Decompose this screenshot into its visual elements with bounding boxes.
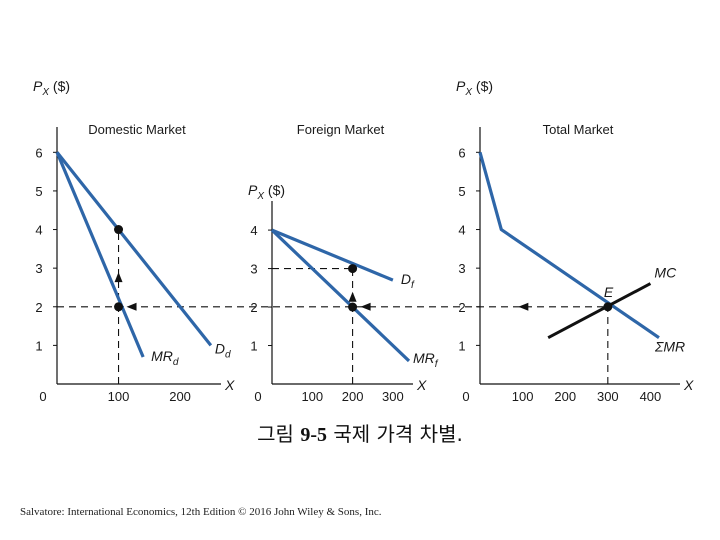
- label-mc: MC: [654, 265, 677, 281]
- foreign-x-axis-title: X: [416, 377, 427, 393]
- total-x-tick-label: 100: [512, 389, 534, 404]
- total-market-panel: PX ($) Total Market 1 2 3 4 5 6 0 100 200 300 400 X ΣM…: [456, 78, 694, 404]
- domestic-y-tick-label: 4: [35, 223, 42, 238]
- foreign-y-axis-title: PX ($): [248, 182, 285, 202]
- total-y-tick-label: 5: [458, 184, 465, 199]
- domestic-market-panel: PX ($) Domestic Market 1 2 3 4 5 6 0 100 200 X Dd MRd: [33, 78, 235, 404]
- domestic-equilibrium-point: [114, 225, 124, 235]
- domestic-x-axis-title: X: [224, 377, 235, 393]
- label-demand-foreign: Df: [401, 271, 415, 291]
- domestic-y-axis-title: PX ($): [33, 78, 70, 98]
- domestic-x-tick-label: 0: [39, 389, 46, 404]
- mr-curve-domestic: [55, 151, 145, 358]
- foreign-panel-title: Foreign Market: [297, 122, 385, 137]
- mc-curve: [547, 282, 652, 339]
- cross-panel-guides: [57, 302, 608, 311]
- foreign-x-tick-label: 100: [301, 389, 323, 404]
- domestic-y-tick-label: 2: [35, 300, 42, 315]
- total-panel-title: Total Market: [543, 122, 614, 137]
- total-y-tick-label: 1: [458, 338, 465, 353]
- caption-prefix: 그림: [257, 422, 294, 446]
- total-x-tick-label: 0: [462, 389, 469, 404]
- arrow-left-total: [518, 302, 529, 311]
- domestic-equilibrium-point: [114, 302, 124, 312]
- foreign-equilibrium-point: [348, 264, 358, 274]
- caption-title: 국제 가격 차별.: [333, 422, 463, 446]
- foreign-x-tick-label: 300: [382, 389, 404, 404]
- foreign-arrow-up: [348, 291, 357, 302]
- caption-number: 9-5: [300, 424, 327, 446]
- total-equilibrium-point: [603, 302, 613, 312]
- total-x-tick-label: 200: [554, 389, 576, 404]
- label-mr-domestic: MRd: [151, 348, 179, 368]
- mr-curve-foreign: [270, 228, 411, 363]
- label-equilibrium-e: E: [604, 284, 614, 300]
- foreign-y-tick-label: 1: [250, 339, 257, 354]
- total-x-tick-label: 400: [640, 389, 662, 404]
- total-y-tick-label: 3: [458, 261, 465, 276]
- arrow-left-domestic: [126, 302, 137, 311]
- figure-caption: 그림 9-5 국제 가격 차별.: [0, 418, 720, 447]
- domestic-x-tick-label: 100: [108, 389, 130, 404]
- total-y-tick-label: 2: [458, 300, 465, 315]
- foreign-equilibrium-point: [348, 302, 358, 312]
- label-demand-domestic: Dd: [215, 340, 231, 360]
- domestic-x-tick-label: 200: [169, 389, 191, 404]
- arrow-left-foreign: [360, 302, 371, 311]
- foreign-x-tick-label: 200: [342, 389, 364, 404]
- foreign-y-tick-label: 3: [250, 262, 257, 277]
- total-x-tick-label: 300: [597, 389, 619, 404]
- total-x-axis-title: X: [683, 377, 694, 393]
- total-y-tick-label: 4: [458, 223, 465, 238]
- domestic-y-tick-label: 3: [35, 261, 42, 276]
- label-mr-foreign: MRf: [413, 350, 439, 370]
- domestic-y-tick-label: 6: [35, 145, 42, 160]
- total-y-tick-label: 6: [458, 145, 465, 160]
- total-y-axis-title: PX ($): [456, 78, 493, 98]
- source-credit: Salvatore: International Economics, 12th…: [20, 506, 382, 518]
- domestic-y-tick-label: 5: [35, 184, 42, 199]
- foreign-x-tick-label: 0: [254, 389, 261, 404]
- foreign-y-tick-label: 2: [250, 300, 257, 315]
- foreign-market-panel: PX ($) Foreign Market 1 2 3 4 0 100 200 300 X Df MRf: [248, 122, 439, 404]
- domestic-y-tick-label: 1: [35, 338, 42, 353]
- demand-curve-foreign: [271, 228, 394, 282]
- domestic-panel-title: Domestic Market: [88, 122, 186, 137]
- domestic-arrow-up: [114, 272, 123, 283]
- mr-sum-curve: [478, 151, 660, 339]
- demand-curve-domestic: [55, 151, 213, 347]
- label-mr-sum: ΣMR: [654, 339, 685, 355]
- foreign-y-tick-label: 4: [250, 223, 257, 238]
